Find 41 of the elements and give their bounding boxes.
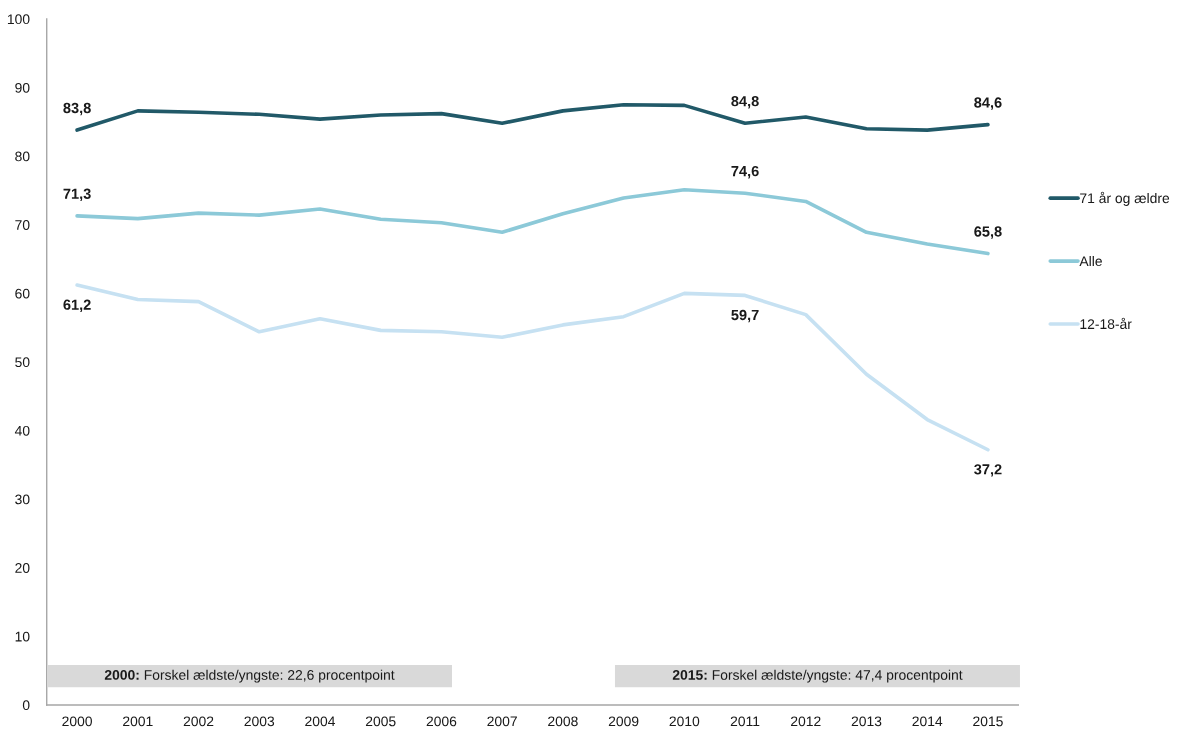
y-tick-label: 30 — [15, 494, 30, 505]
data-label: 71,3 — [63, 188, 91, 202]
x-tick-label: 2008 — [548, 716, 578, 727]
data-label: 84,6 — [974, 97, 1002, 110]
x-tick-label: 2012 — [791, 716, 821, 727]
y-tick-label: 10 — [15, 631, 30, 642]
x-tick-label: 2006 — [426, 716, 457, 727]
y-tick-label: 40 — [14, 425, 30, 436]
y-tick-label: 80 — [15, 151, 30, 162]
legend-label: 71 år og ældre — [1080, 191, 1170, 206]
x-tick-label: 2003 — [244, 716, 275, 727]
y-tick-label: 90 — [15, 82, 30, 93]
x-tick-label: 2007 — [487, 716, 517, 727]
x-tick-label: 2010 — [669, 716, 700, 727]
data-label: 37,2 — [974, 464, 1002, 477]
data-label: 59,7 — [731, 309, 759, 323]
data-label: 65,8 — [974, 226, 1002, 239]
legend-label: 12-18-år — [1080, 317, 1132, 330]
annotation: 2000: Forskel ældste/yngste: 22,6 procentpoint — [104, 669, 395, 683]
x-tick-label: 2000 — [62, 716, 92, 727]
x-tick-label: 2001 — [123, 716, 153, 727]
x-tick-label: 2013 — [851, 716, 882, 727]
x-tick-label: 2015 — [973, 716, 1003, 727]
annotation: 2015: Forskel ældste/yngste: 47,4 procentpoint — [672, 669, 963, 683]
y-tick-label: 60 — [15, 288, 30, 299]
x-tick-label: 2014 — [912, 716, 943, 727]
y-tick-label: 20 — [15, 563, 30, 573]
x-tick-label: 2002 — [183, 716, 214, 727]
x-tick-label: 2005 — [365, 716, 396, 727]
y-tick-label: 50 — [15, 357, 30, 368]
data-label: 61,2 — [63, 299, 91, 312]
data-label: 74,6 — [731, 165, 759, 179]
data-label: 83,8 — [63, 102, 91, 116]
legend-label: Alle — [1079, 255, 1102, 267]
data-label: 84,8 — [731, 95, 759, 109]
y-tick-label: 70 — [15, 220, 30, 230]
y-tick-label: 100 — [7, 14, 30, 25]
x-tick-label: 2004 — [305, 716, 336, 727]
y-tick-label: 0 — [22, 700, 30, 711]
x-tick-label: 2011 — [730, 716, 760, 727]
x-tick-label: 2009 — [608, 716, 639, 727]
